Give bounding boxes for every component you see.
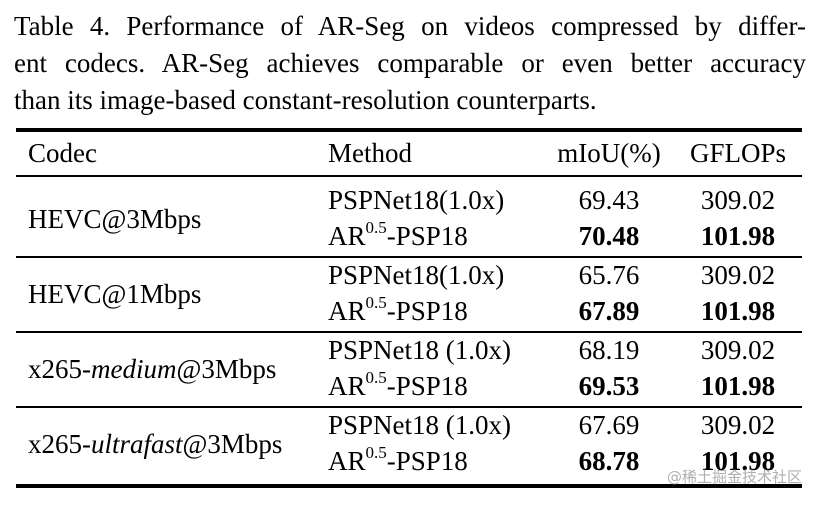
codec-name: x265- bbox=[28, 354, 91, 384]
table-caption: Table 4. Performance of AR-Seg on videos… bbox=[14, 8, 806, 119]
gflops-value: 309.02 bbox=[700, 260, 776, 290]
header-codec: Codec bbox=[28, 138, 97, 168]
header-miou: mIoU(%) bbox=[557, 138, 661, 168]
miou-value: 68.19 bbox=[578, 335, 640, 365]
miou-value: 67.89 bbox=[578, 296, 640, 326]
method-suffix: -PSP18 bbox=[386, 446, 468, 476]
group-divider bbox=[16, 256, 802, 258]
codec-name: HEVC@3Mbps bbox=[28, 204, 202, 234]
method-suffix: -PSP18 bbox=[386, 371, 468, 401]
miou-value: 65.76 bbox=[578, 260, 640, 290]
method-cell: PSPNet18(1.0x) bbox=[328, 184, 504, 216]
miou-value: 68.78 bbox=[578, 446, 640, 476]
table-top-rule bbox=[16, 128, 802, 132]
gflops-value: 101.98 bbox=[700, 371, 776, 401]
miou-value: 69.43 bbox=[578, 185, 640, 215]
method-name: AR bbox=[328, 221, 366, 251]
method-cell: PSPNet18 (1.0x) bbox=[328, 409, 511, 441]
caption-line: than its image-based constant-resolution… bbox=[14, 85, 597, 115]
watermark: @稀土掘金技术社区 bbox=[666, 468, 802, 486]
method-name: AR bbox=[328, 371, 366, 401]
method-name: PSPNet18(1.0x) bbox=[328, 260, 505, 290]
codec-bitrate: @3Mbps bbox=[182, 429, 283, 459]
group-divider bbox=[16, 406, 802, 408]
codec-cell: HEVC@3Mbps bbox=[28, 203, 201, 235]
method-resolution-ratio: 0.5 bbox=[365, 443, 387, 462]
method-cell: AR0.5-PSP18 bbox=[328, 218, 468, 256]
gflops-value: 309.02 bbox=[700, 185, 776, 215]
method-name: PSPNet18(1.0x) bbox=[328, 185, 505, 215]
gflops-value: 101.98 bbox=[700, 446, 776, 476]
method-resolution-ratio: 0.5 bbox=[365, 218, 387, 237]
header-gflops: GFLOPs bbox=[689, 138, 787, 168]
codec-cell: HEVC@1Mbps bbox=[28, 278, 201, 310]
codec-preset: ultrafast bbox=[91, 429, 183, 459]
method-suffix: -PSP18 bbox=[386, 296, 468, 326]
method-name: PSPNet18 (1.0x) bbox=[328, 410, 512, 440]
miou-value: 70.48 bbox=[578, 221, 640, 251]
group-divider bbox=[16, 331, 802, 333]
header-rule bbox=[16, 175, 802, 177]
codec-preset: medium bbox=[91, 354, 177, 384]
caption-line: Table 4. Performance of AR-Seg on videos… bbox=[14, 11, 806, 41]
method-name: AR bbox=[328, 446, 366, 476]
codec-name: HEVC@1Mbps bbox=[28, 279, 202, 309]
codec-bitrate: @3Mbps bbox=[176, 354, 277, 384]
method-cell: AR0.5-PSP18 bbox=[328, 293, 468, 331]
method-suffix: -PSP18 bbox=[386, 221, 468, 251]
gflops-value: 309.02 bbox=[700, 335, 776, 365]
method-cell: PSPNet18 (1.0x) bbox=[328, 334, 511, 366]
gflops-value: 101.98 bbox=[700, 296, 776, 326]
method-resolution-ratio: 0.5 bbox=[365, 368, 387, 387]
method-name: PSPNet18 (1.0x) bbox=[328, 335, 512, 365]
header-method: Method bbox=[328, 138, 412, 168]
caption-line: ent codecs. AR-Seg achieves comparable o… bbox=[14, 48, 806, 78]
gflops-value: 101.98 bbox=[700, 221, 776, 251]
table-bottom-rule bbox=[16, 484, 802, 488]
method-resolution-ratio: 0.5 bbox=[365, 293, 387, 312]
miou-value: 69.53 bbox=[578, 371, 640, 401]
method-name: AR bbox=[328, 296, 366, 326]
codec-cell: x265-medium@3Mbps bbox=[28, 353, 276, 385]
gflops-value: 309.02 bbox=[700, 410, 776, 440]
method-cell: AR0.5-PSP18 bbox=[328, 368, 468, 406]
method-cell: AR0.5-PSP18 bbox=[328, 443, 468, 481]
miou-value: 67.69 bbox=[578, 410, 640, 440]
method-cell: PSPNet18(1.0x) bbox=[328, 259, 504, 291]
codec-name: x265- bbox=[28, 429, 91, 459]
codec-cell: x265-ultrafast@3Mbps bbox=[28, 428, 282, 460]
